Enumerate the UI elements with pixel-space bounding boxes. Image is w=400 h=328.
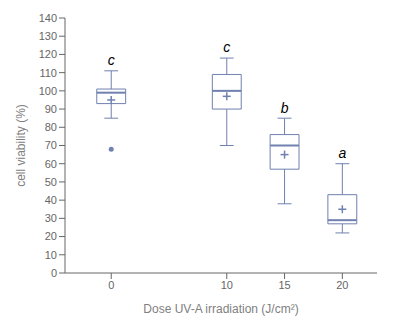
svg-text:80: 80 bbox=[45, 121, 57, 133]
svg-text:20: 20 bbox=[336, 279, 348, 291]
svg-text:10: 10 bbox=[221, 279, 233, 291]
svg-text:0: 0 bbox=[51, 267, 57, 279]
svg-text:Dose UV-A irradiation (J/cm²): Dose UV-A irradiation (J/cm²) bbox=[143, 302, 298, 316]
svg-text:140: 140 bbox=[39, 12, 57, 24]
svg-text:90: 90 bbox=[45, 103, 57, 115]
svg-text:120: 120 bbox=[39, 48, 57, 60]
svg-text:100: 100 bbox=[39, 85, 57, 97]
svg-text:30: 30 bbox=[45, 212, 57, 224]
svg-text:20: 20 bbox=[45, 230, 57, 242]
svg-text:cell viability (%): cell viability (%) bbox=[14, 104, 28, 187]
svg-text:50: 50 bbox=[45, 176, 57, 188]
svg-text:110: 110 bbox=[39, 67, 57, 79]
svg-text:60: 60 bbox=[45, 158, 57, 170]
svg-text:130: 130 bbox=[39, 30, 57, 42]
svg-text:15: 15 bbox=[278, 279, 290, 291]
svg-text:40: 40 bbox=[45, 194, 57, 206]
svg-text:10: 10 bbox=[45, 249, 57, 261]
svg-text:0: 0 bbox=[108, 279, 114, 291]
svg-text:a: a bbox=[338, 145, 346, 161]
svg-text:70: 70 bbox=[45, 139, 57, 151]
svg-text:c: c bbox=[223, 39, 230, 55]
svg-text:b: b bbox=[281, 100, 289, 116]
svg-text:c: c bbox=[108, 52, 115, 68]
